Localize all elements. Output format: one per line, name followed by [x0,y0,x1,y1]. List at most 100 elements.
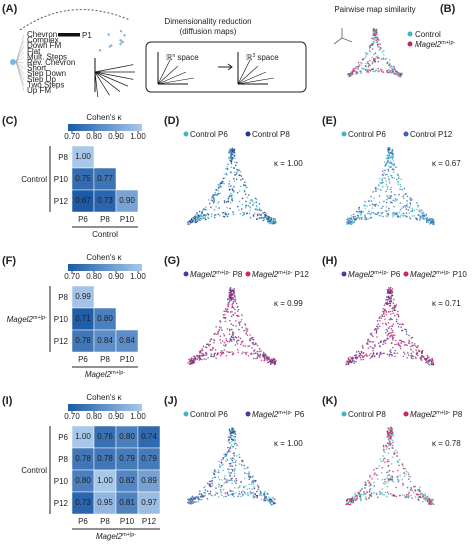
dot [234,312,236,314]
dot [400,341,403,344]
dot [228,299,231,302]
point [121,40,124,44]
vector [237,71,267,85]
dot [209,343,211,346]
dot [388,355,391,357]
dot [227,311,230,313]
dot [241,314,243,316]
dot [189,498,191,500]
dot [382,49,385,52]
dot [228,439,231,441]
box [145,41,307,93]
dot [238,453,240,456]
dot [269,219,271,222]
dot [388,478,390,480]
dot [274,222,277,224]
dot [358,206,361,209]
dot [223,341,226,344]
dot [410,488,412,490]
dot [378,39,380,41]
dot [251,338,254,341]
dot [190,502,192,504]
dot [235,302,238,305]
dot [245,467,248,470]
dot [399,188,401,191]
dot [187,221,189,223]
dot [349,360,351,363]
dot [246,334,249,337]
dot [220,353,223,355]
dot [271,220,273,223]
text-part: Control P6 [348,130,386,139]
dot [221,340,224,342]
dot [229,286,232,289]
dot [228,340,231,343]
dot [231,328,233,331]
dot [238,169,240,171]
dot [239,213,242,215]
dot [366,355,368,357]
dot [409,204,412,207]
dot [387,311,390,313]
legend-entry: Magel2m+|p- P10 [410,270,467,279]
dot [385,313,387,316]
dot [187,501,189,504]
dot [386,195,389,197]
dot [364,56,367,59]
dot [417,344,419,347]
dot [221,464,223,467]
row-label: P10 [54,175,69,184]
dot [386,477,388,480]
dot [361,210,363,213]
dot [386,337,389,339]
dot [372,349,374,352]
dot [378,356,381,358]
dot [226,308,229,310]
dot [408,342,411,345]
dot [390,191,393,193]
dot [244,345,247,347]
dot [412,344,415,347]
dot [388,182,391,185]
dot [386,154,389,157]
dot [228,351,230,353]
dot [238,490,241,493]
dot [226,340,229,343]
dot [234,464,237,467]
dot [372,335,374,338]
dot [262,354,265,357]
legend-swatch [403,131,409,137]
legend-entry: Magel2m+|p- P8 [190,270,243,279]
dot [237,336,240,338]
dot [225,453,227,456]
dot [380,212,383,215]
dot [230,464,233,467]
colorbar-tick-label: 0.70 [64,272,80,281]
dot [430,363,433,366]
dot [422,212,425,215]
dot [256,496,258,499]
dot [398,323,401,326]
dot [414,345,417,347]
dot [244,323,246,325]
dot [385,471,388,474]
dot [385,448,388,450]
dot [234,461,237,463]
dot [190,218,193,221]
dot [263,359,265,362]
superscript: m+|p- [374,270,388,276]
colorbar [68,124,142,131]
dot [382,308,384,310]
dot [348,217,351,220]
dot [238,463,241,465]
dot [188,498,190,501]
dot [211,200,214,202]
dot [392,306,394,309]
dot [198,215,201,218]
dot [397,479,400,482]
dot [225,343,227,346]
dot [369,217,372,219]
dot [432,362,434,365]
cell-label: 0.76 [97,432,113,441]
dot [196,220,199,223]
